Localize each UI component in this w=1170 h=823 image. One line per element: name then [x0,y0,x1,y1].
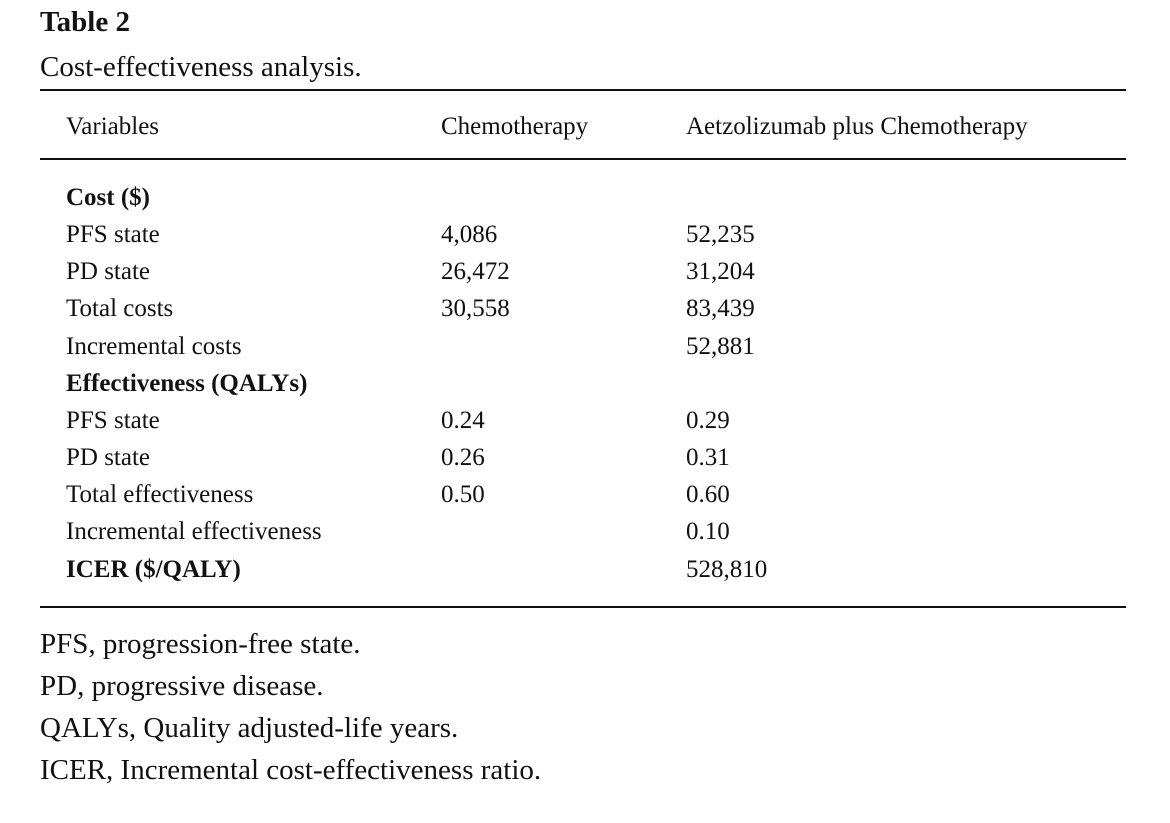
top-rule [40,89,1126,91]
table-title: Table 2 [40,6,130,38]
footnote: PFS, progression-free state. [40,628,361,660]
atezolizumab-value: 31,204 [686,258,755,285]
footnote: ICER, Incremental cost-effectiveness rat… [40,754,542,786]
row-label: PFS state [66,221,160,248]
chemotherapy-value: 4,086 [441,221,498,248]
atezolizumab-value: 0.60 [686,481,730,508]
chemotherapy-value: 0.24 [441,407,485,434]
section-icer: ICER ($/QALY) [66,556,241,583]
atezolizumab-value: 0.31 [686,444,730,471]
header-variables: Variables [66,113,160,140]
chemotherapy-value: 0.26 [441,444,485,471]
atezolizumab-value: 0.29 [686,407,730,434]
bottom-rule [40,606,1126,608]
row-label: Incremental costs [66,333,242,360]
row-label: PD state [66,258,151,285]
atezolizumab-value: 52,881 [686,333,755,360]
table-caption: Cost-effectiveness analysis. [40,51,362,83]
row-label: Total costs [66,295,174,322]
section-cost: Cost ($) [66,184,151,211]
row-label: Incremental effectiveness [66,518,322,545]
chemotherapy-value: 26,472 [441,258,510,285]
chemotherapy-value: 0.50 [441,481,485,508]
row-label: Total effectiveness [66,481,254,508]
section-effectiveness: Effectiveness (QALYs) [66,370,308,397]
atezolizumab-value: 52,235 [686,221,755,248]
header-atezolizumab-chemotherapy: Aetzolizumab plus Chemotherapy [686,113,1028,140]
atezolizumab-value: 83,439 [686,295,755,322]
atezolizumab-value: 0.10 [686,518,730,545]
row-label: PFS state [66,407,160,434]
header-chemotherapy: Chemotherapy [441,113,589,140]
atezolizumab-value: 528,810 [686,556,768,583]
row-label: PD state [66,444,151,471]
footnote: PD, progressive disease. [40,670,324,702]
chemotherapy-value: 30,558 [441,295,510,322]
header-rule [40,158,1126,160]
footnote: QALYs, Quality adjusted-life years. [40,712,459,744]
